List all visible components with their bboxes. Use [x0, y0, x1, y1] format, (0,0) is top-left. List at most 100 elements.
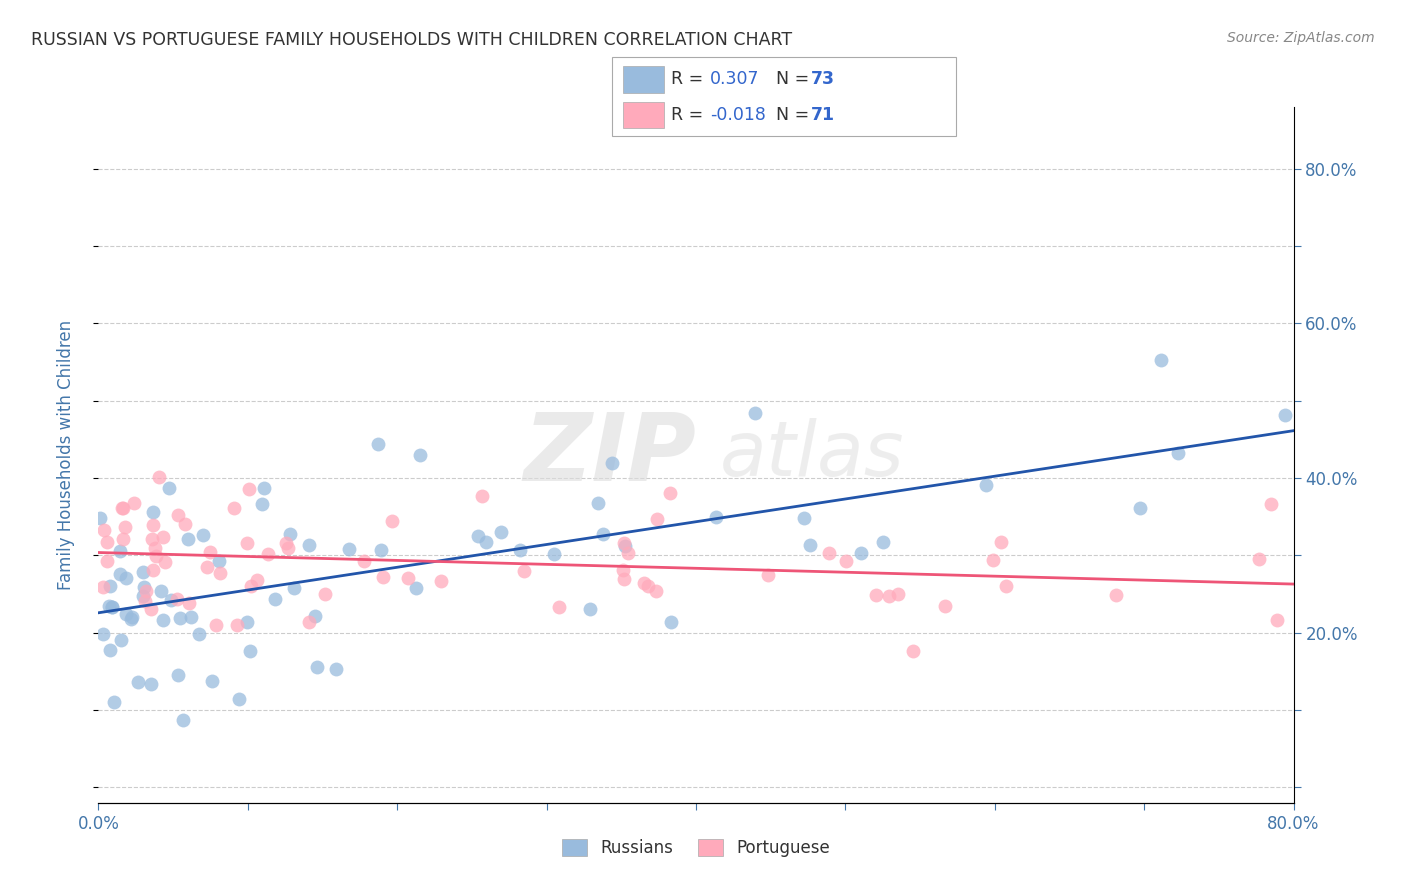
Point	[167, 668, 190, 682]
Point	[97, 599, 120, 613]
Point	[1167, 446, 1189, 460]
Point	[134, 581, 156, 595]
Point	[756, 568, 779, 582]
Point	[865, 588, 887, 602]
Point	[475, 535, 498, 549]
Point	[600, 456, 623, 470]
Point	[264, 592, 287, 607]
Point	[1249, 551, 1271, 566]
Text: N =: N =	[776, 106, 815, 124]
Point	[277, 541, 299, 555]
Point	[236, 615, 259, 629]
Point	[110, 566, 132, 581]
Point	[367, 436, 389, 450]
Point	[96, 535, 118, 549]
Point	[228, 692, 250, 706]
Point	[644, 584, 666, 599]
Point	[191, 528, 214, 542]
Legend: Russians, Portuguese: Russians, Portuguese	[555, 832, 837, 864]
Point	[304, 608, 326, 623]
Point	[934, 599, 956, 613]
Point	[132, 589, 155, 603]
Point	[98, 579, 121, 593]
Point	[121, 610, 143, 624]
Point	[1274, 408, 1296, 422]
Point	[187, 627, 209, 641]
Point	[592, 527, 614, 541]
Point	[617, 546, 640, 560]
Point	[166, 508, 188, 522]
Point	[132, 566, 155, 580]
Point	[1260, 497, 1282, 511]
Text: N =: N =	[776, 70, 815, 88]
Point	[93, 523, 115, 537]
Point	[325, 662, 347, 676]
Point	[467, 529, 489, 543]
Point	[239, 643, 262, 657]
Point	[661, 615, 683, 629]
Point	[637, 578, 659, 592]
Point	[381, 514, 404, 528]
Point	[236, 536, 259, 550]
Point	[371, 570, 394, 584]
Point	[744, 406, 766, 420]
Point	[180, 610, 202, 624]
Point	[886, 587, 908, 601]
Point	[159, 482, 181, 496]
Point	[1265, 613, 1288, 627]
Point	[579, 602, 602, 616]
Point	[509, 542, 531, 557]
Point	[238, 482, 260, 496]
Point	[195, 560, 218, 574]
Point	[169, 611, 191, 625]
Point	[903, 643, 925, 657]
Text: 71: 71	[811, 106, 835, 124]
Point	[613, 572, 636, 586]
Point	[127, 675, 149, 690]
Point	[143, 541, 166, 556]
Point	[994, 579, 1017, 593]
Point	[298, 538, 321, 552]
Point	[257, 548, 280, 562]
Point	[111, 532, 134, 546]
Point	[246, 573, 269, 587]
Point	[134, 593, 156, 607]
Point	[226, 617, 249, 632]
Point	[430, 574, 453, 588]
Point	[101, 600, 124, 615]
Point	[114, 607, 136, 622]
Point	[307, 660, 329, 674]
Point	[177, 532, 200, 546]
Point	[877, 589, 900, 603]
Point	[1149, 352, 1171, 367]
Point	[108, 544, 131, 558]
Point	[179, 596, 201, 610]
Point	[173, 517, 195, 532]
Point	[153, 555, 176, 569]
Point	[141, 532, 163, 546]
Point	[209, 566, 232, 580]
Point	[489, 524, 512, 539]
Point	[645, 511, 668, 525]
Text: 73: 73	[811, 70, 835, 88]
Point	[152, 613, 174, 627]
Point	[111, 500, 134, 515]
Point	[613, 535, 636, 549]
Point	[142, 504, 165, 518]
Point	[120, 611, 142, 625]
Point	[817, 545, 839, 559]
Point	[205, 618, 228, 632]
Point	[471, 489, 494, 503]
Text: ZIP: ZIP	[523, 409, 696, 501]
Point	[91, 580, 114, 594]
Point	[396, 571, 419, 585]
Text: 0.307: 0.307	[710, 70, 759, 88]
Point	[89, 511, 111, 525]
Point	[115, 571, 138, 585]
Point	[250, 498, 273, 512]
Point	[224, 501, 246, 516]
Point	[148, 470, 170, 484]
Point	[112, 500, 135, 515]
Point	[835, 554, 858, 568]
Point	[370, 543, 392, 558]
